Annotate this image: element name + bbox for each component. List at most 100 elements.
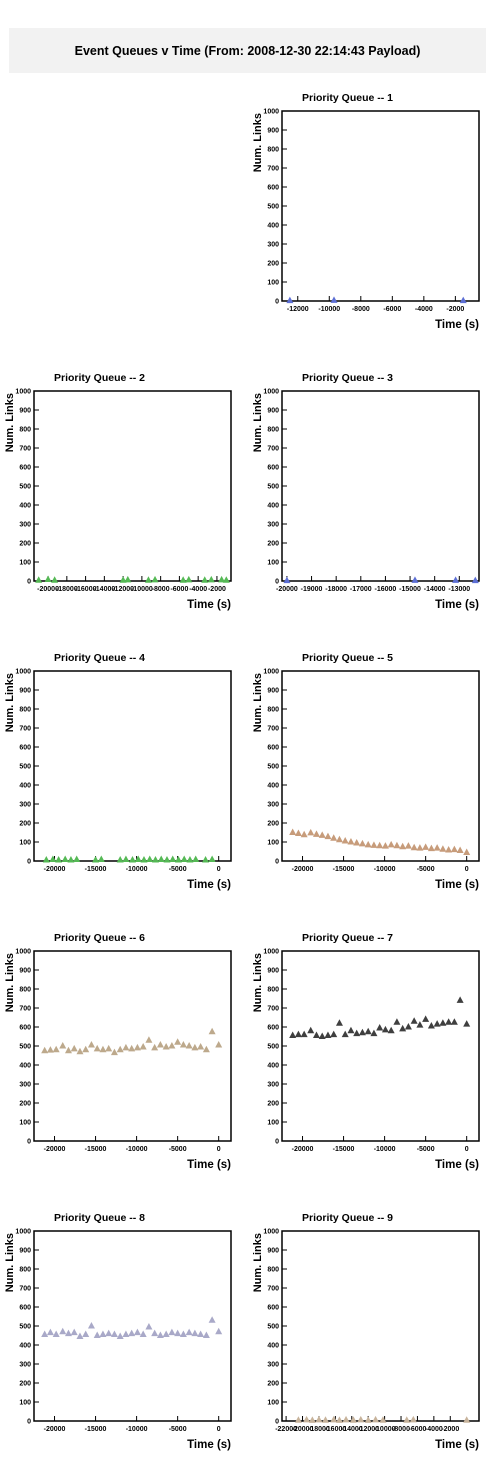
data-point [97,855,105,862]
data-point [145,1322,153,1330]
data-point [52,1330,60,1338]
x-tick-label: 0 [217,1146,221,1153]
data-point [52,1045,60,1053]
x-tick-label: -4000 [415,306,433,313]
x-tick-label: -5000 [169,1146,187,1153]
y-tick-label: 200 [267,541,279,548]
data-point [35,576,43,583]
plot-frame [281,1230,480,1422]
y-tick-label: 100 [267,280,279,287]
y-tick-label: 800 [267,707,279,714]
x-tick-label: -15000 [85,1426,107,1433]
data-point [180,855,188,862]
data-point [185,1042,193,1049]
x-tick-label: -20000 [44,1426,66,1433]
data-point [427,1022,435,1029]
y-tick-label: 900 [19,688,31,695]
y-tick-label: 100 [19,560,31,567]
data-point [399,1024,407,1032]
data-point [445,1018,453,1025]
data-point [73,855,81,862]
chart-panel: Priority Queue -- 4 0 100 200 300 400 500 600 70… [4,652,232,891]
y-tick-label: 200 [267,821,279,828]
y-axis-label: Num. Links [252,113,264,172]
y-tick-label: 900 [267,128,279,135]
data-point [168,1042,176,1049]
data-point [409,1415,417,1423]
data-point [202,856,210,863]
y-tick-label: 300 [19,1082,31,1089]
x-tick-label: -16000 [375,586,397,593]
y-tick-label: 100 [267,1400,279,1407]
data-point [379,1416,387,1423]
y-tick-label: 1000 [263,669,279,676]
plot-frame [281,110,480,302]
data-point [116,856,124,863]
data-point [41,1330,49,1338]
data-point [151,856,159,863]
data-point [122,1043,130,1051]
x-tick-label: -14000 [424,586,446,593]
chart-panel: Priority Queue -- 8 0 100 200 300 400 500 600 70… [4,1212,232,1451]
y-axis-label: Num. Links [252,393,264,452]
y-tick-label: 900 [267,408,279,415]
plot-frame [281,950,480,1142]
data-point [99,1045,107,1053]
x-tick-label: -5000 [417,866,435,873]
x-axis-label: Time (s) [187,1159,231,1171]
data-point [286,296,294,304]
y-tick-label: 400 [267,503,279,510]
data-point [133,1043,141,1051]
x-tick-label: -8000 [392,1426,410,1433]
y-tick-label: 400 [19,1343,31,1350]
data-point [70,1328,78,1336]
x-tick-label: -2000 [446,306,464,313]
x-tick-label: -16000 [75,586,97,593]
y-tick-label: 500 [19,1044,31,1051]
y-tick-label: 0 [275,299,279,306]
data-point [174,1329,182,1337]
y-tick-label: 800 [267,147,279,154]
data-point [179,576,187,583]
y-tick-label: 400 [19,1063,31,1070]
data-point [393,841,401,849]
data-point [312,1031,320,1039]
data-point [82,1045,90,1053]
data-point [197,1042,205,1050]
data-point [459,296,467,304]
data-point [122,1330,130,1338]
data-point [422,1015,430,1022]
data-point [403,1416,411,1423]
plot-frame [281,390,480,582]
data-point [151,1329,159,1337]
y-tick-label: 700 [267,446,279,453]
data-point [463,1416,471,1423]
data-point [70,1044,78,1052]
y-tick-label: 700 [267,726,279,733]
data-point [422,843,430,850]
data-point [179,1041,187,1048]
data-point [215,1327,223,1335]
data-point [42,856,50,863]
chart-title: Priority Queue -- 4 [54,652,145,664]
x-tick-label: -22000 [275,1426,297,1433]
x-axis-label: Time (s) [435,1439,479,1451]
y-tick-label: 700 [19,726,31,733]
data-point [99,1330,107,1338]
data-point [370,841,378,848]
data-point [215,1041,223,1048]
x-tick-label: -15000 [399,586,421,593]
y-tick-label: 600 [19,1025,31,1032]
data-point [124,575,132,583]
y-tick-label: 1000 [263,389,279,396]
x-tick-label: 0 [217,866,221,873]
data-point [133,1328,141,1336]
x-tick-label: -15000 [333,1146,355,1153]
y-tick-label: 0 [27,1419,31,1426]
data-point [463,1020,471,1027]
chart-title: Priority Queue -- 9 [302,1212,393,1224]
y-tick-label: 800 [19,1267,31,1274]
data-point [289,828,297,835]
chart-panel: Priority Queue -- 1 0 100 200 300 400 500 600 70… [252,92,480,331]
